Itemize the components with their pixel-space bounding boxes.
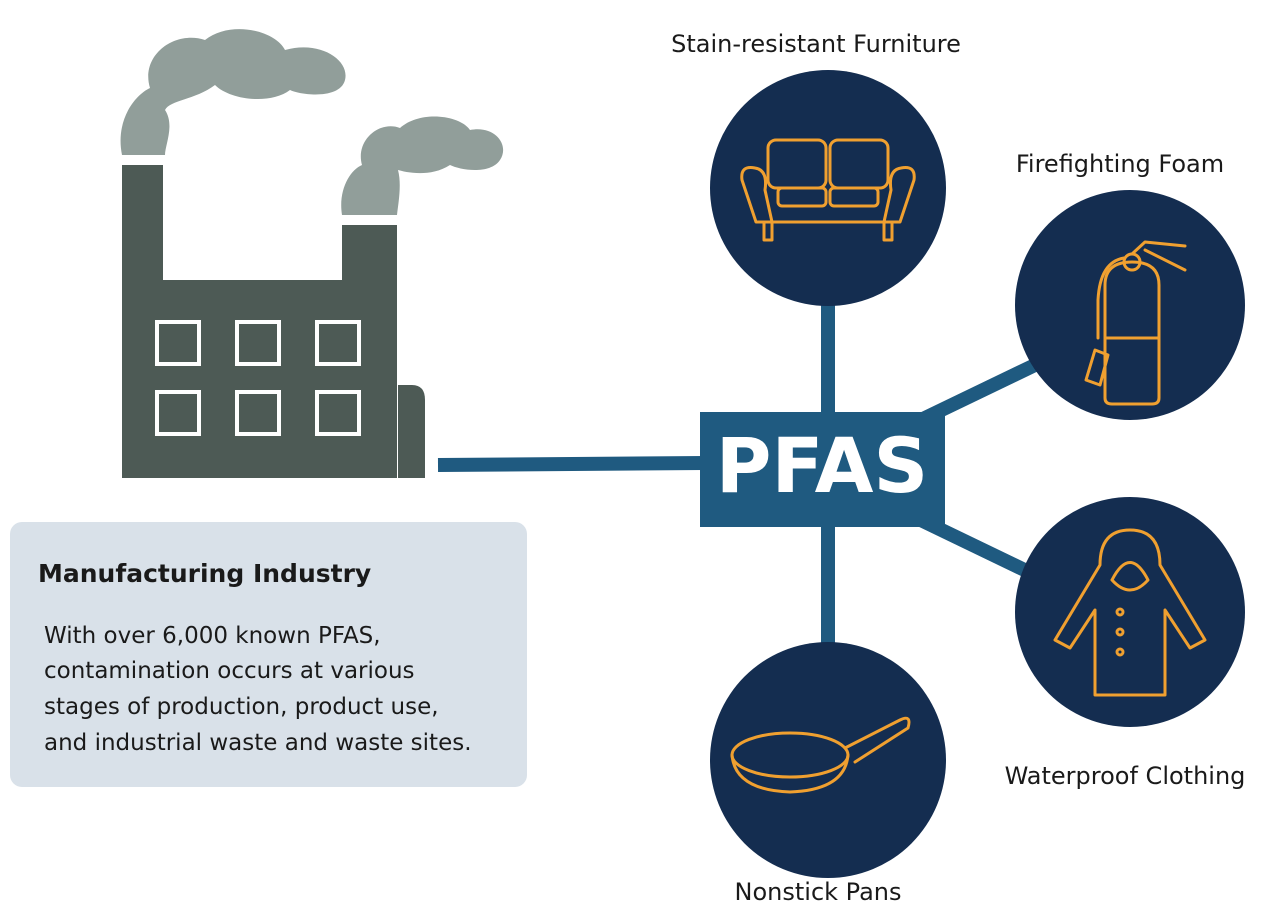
card-line: contamination occurs at various [44,658,415,684]
smoke [121,29,346,155]
card-line: stages of production, product use, [44,694,439,720]
product-label: Firefighting Foam [1016,150,1224,178]
smoke [341,116,503,215]
factory-annex [398,385,425,478]
card-line: With over 6,000 known PFAS, [44,623,381,649]
product-label: Stain-resistant Furniture [671,30,961,58]
product-label: Waterproof Clothing [1005,762,1246,790]
card-line: and industrial waste and waste sites. [44,730,472,756]
product-label: Nonstick Pans [735,878,902,906]
card-title: Manufacturing Industry [38,559,371,588]
diagram: PFAS Stain-resistant Furniture Firefight… [0,0,1271,913]
center-label: PFAS [716,421,928,510]
